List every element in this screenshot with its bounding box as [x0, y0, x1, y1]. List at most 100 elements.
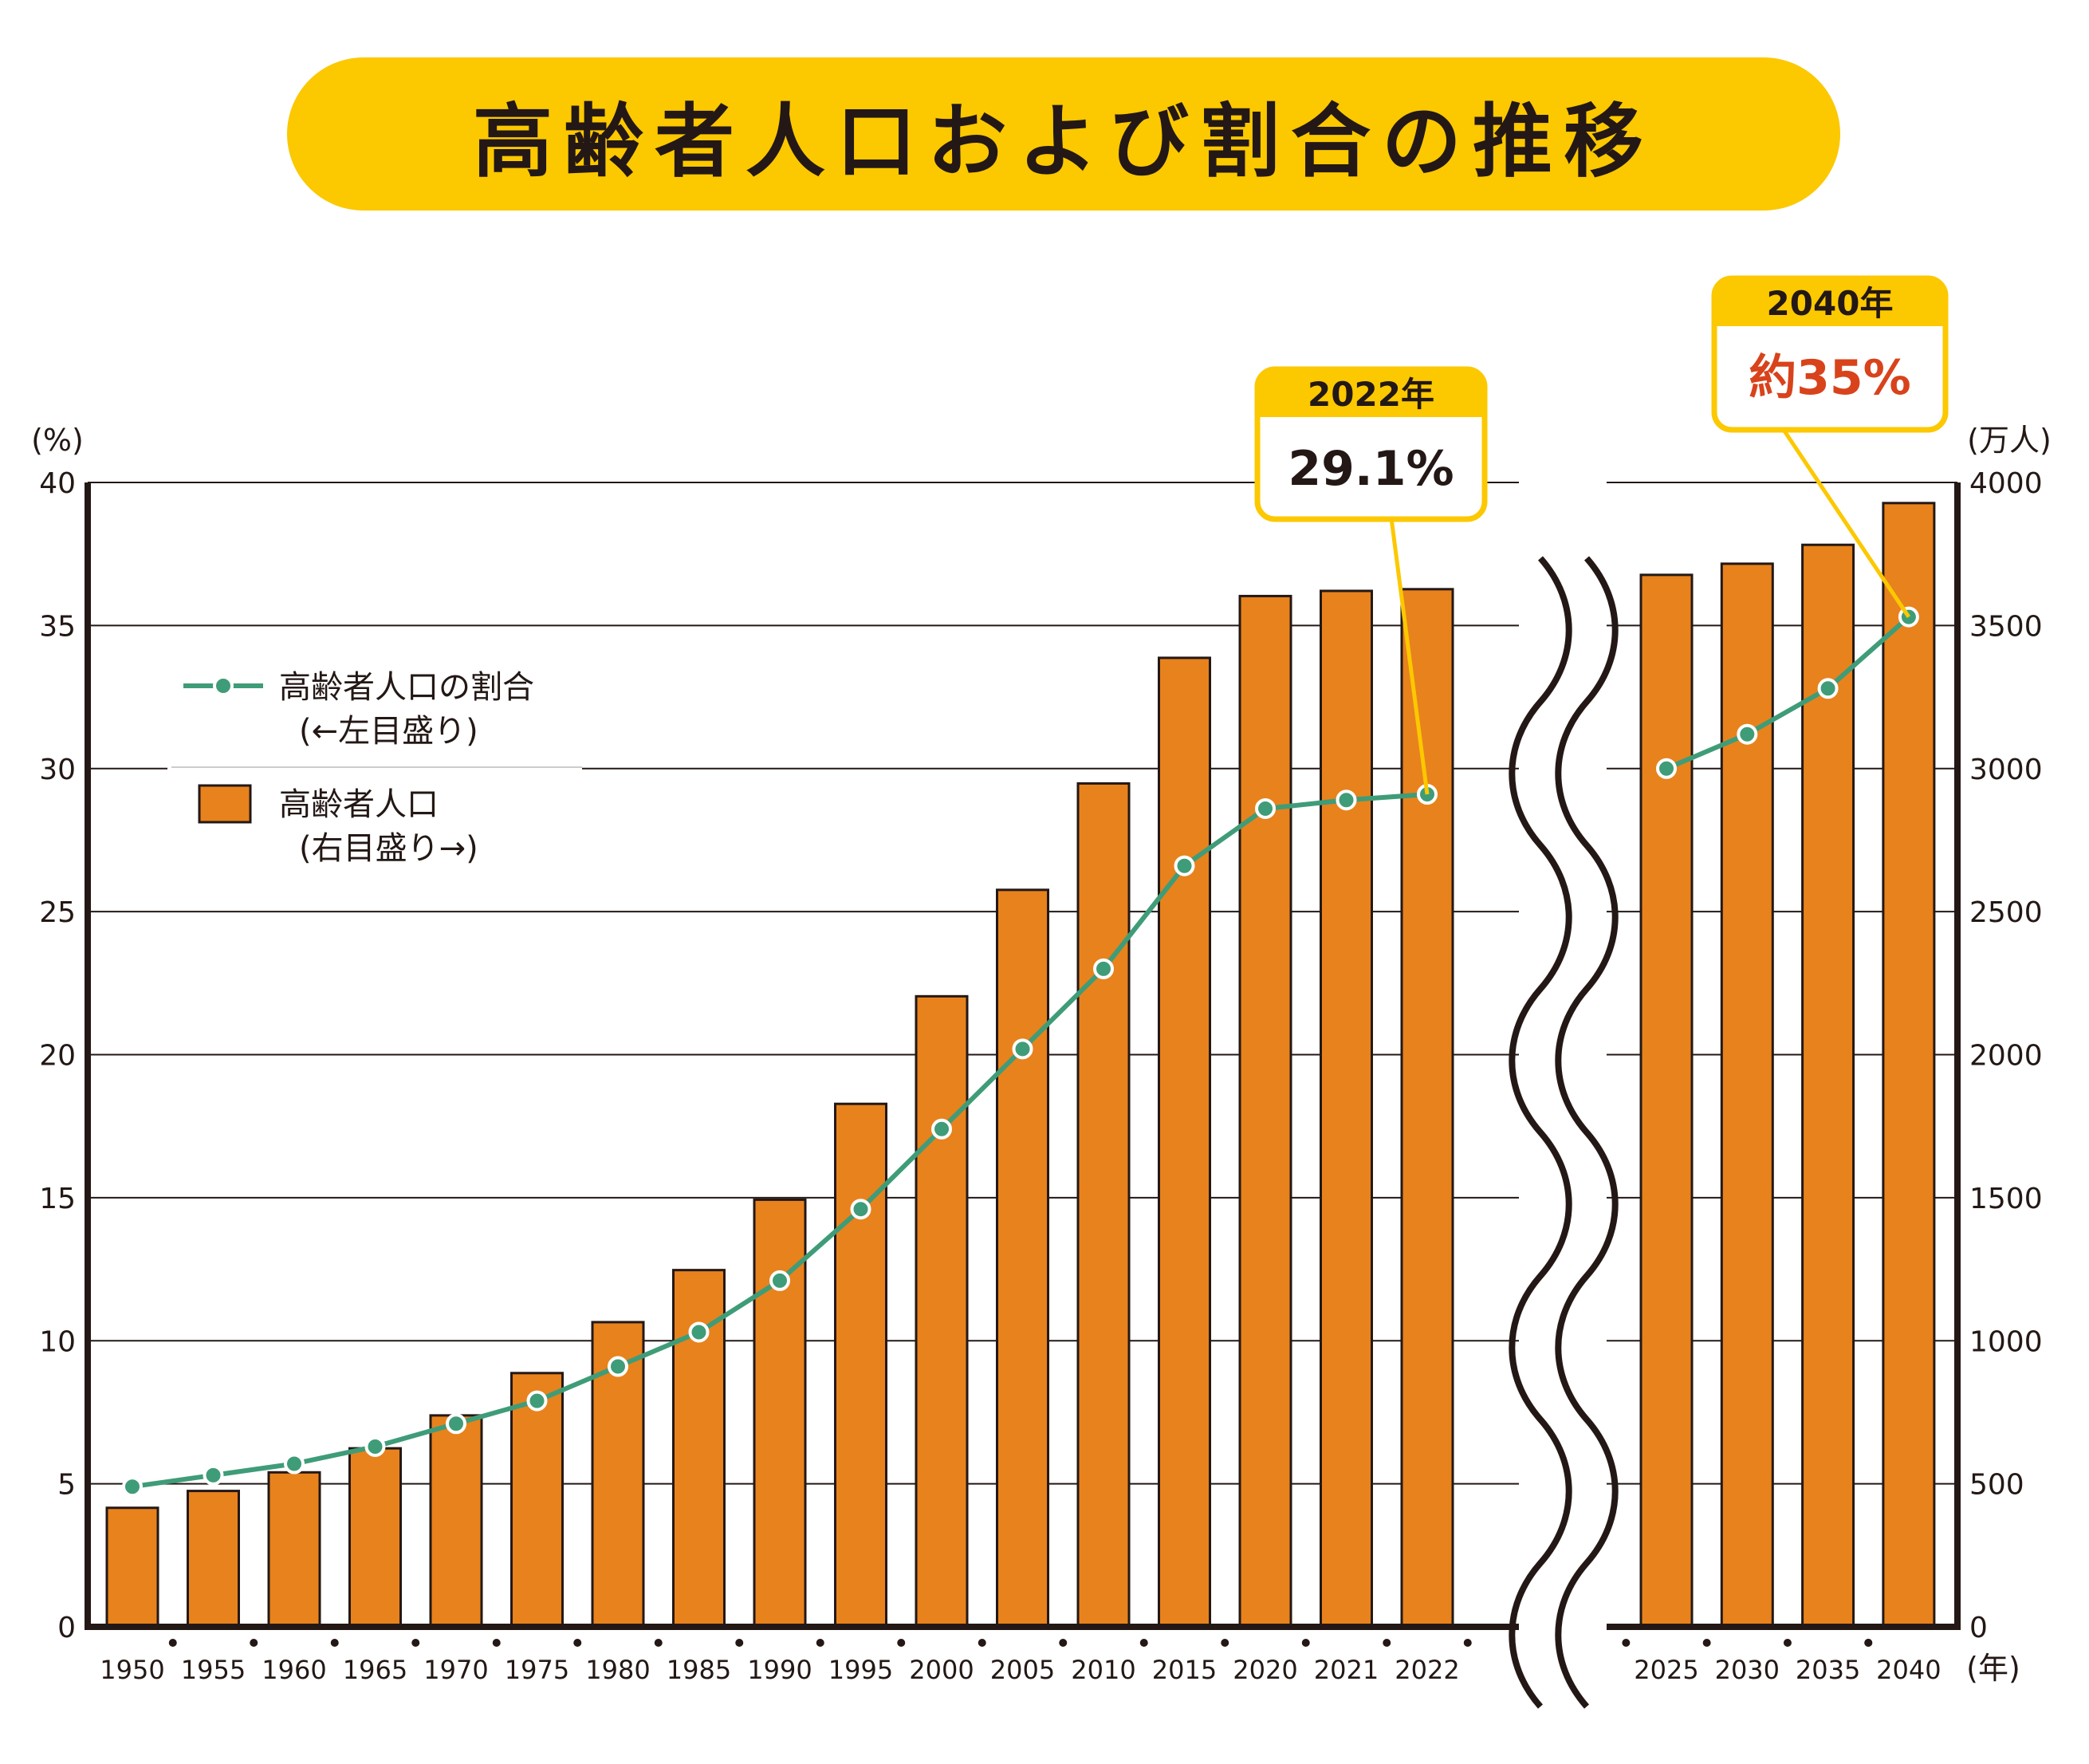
x-tick-dot [330, 1639, 339, 1647]
right-tick-label: 2000 [1969, 1040, 2043, 1073]
x-tick-dot [1301, 1639, 1310, 1647]
x-tick-label: 1995 [828, 1655, 893, 1685]
bar-2022 [1400, 588, 1454, 1628]
ratio-point-1980 [608, 1356, 628, 1377]
x-tick-label: 2010 [1071, 1655, 1135, 1685]
callout-year-1: 2022年 [1308, 375, 1434, 414]
right-tick-label: 2500 [1969, 896, 2043, 929]
ratio-point-2005 [1012, 1038, 1033, 1060]
bar-2025 [1639, 573, 1694, 1628]
left-tick-label: 35 [39, 610, 76, 643]
ratio-point-2025 [1656, 758, 1677, 779]
bar-2010 [1076, 782, 1131, 1628]
x-tick-dot [573, 1639, 582, 1647]
x-tick-dot [897, 1639, 906, 1647]
right-tick-label: 1500 [1969, 1183, 2043, 1215]
ratio-point-2035 [1817, 678, 1839, 699]
x-tick-dot [1139, 1639, 1148, 1647]
legend-bar-swatch [198, 784, 252, 824]
x-tick-label: 1980 [585, 1655, 650, 1685]
chart-title: 高齢者人口および割合の推移 [473, 94, 1654, 188]
bar-2005 [996, 888, 1049, 1628]
x-tick-label: 2022 [1395, 1655, 1459, 1685]
bar-1970 [429, 1414, 483, 1628]
callout-leader-2 [1781, 428, 1910, 619]
bar-2040 [1882, 502, 1936, 1628]
x-tick-label: 1970 [423, 1655, 488, 1685]
x-tick-dot [1059, 1639, 1068, 1647]
left-tick-label: 20 [39, 1040, 76, 1073]
ratio-point-2030 [1737, 723, 1758, 745]
x-tick-label: 2030 [1715, 1655, 1780, 1685]
bar-1950 [105, 1506, 159, 1628]
left-tick-label: 40 [39, 467, 76, 500]
title-banner: 高齢者人口および割合の推移 [287, 57, 1840, 211]
bar-1955 [187, 1490, 240, 1628]
bar-1975 [510, 1372, 564, 1628]
ratio-point-1960 [284, 1453, 305, 1475]
break-wave-left [1509, 556, 1572, 1709]
ratio-point-2020 [1255, 797, 1276, 819]
callout-header-2 [1714, 278, 1945, 326]
callout-header-1 [1257, 369, 1485, 417]
ratio-line [122, 606, 1919, 1498]
ratio-point-1965 [364, 1435, 386, 1457]
x-tick-dot [735, 1639, 744, 1647]
axes [85, 482, 1961, 1647]
left-tick-label: 5 [57, 1469, 76, 1502]
x-tick-label: 2005 [990, 1655, 1055, 1685]
x-tick-dot [1783, 1639, 1792, 1647]
bar-1990 [753, 1198, 807, 1628]
legend-label-ratio: 高齢者人口の割合 [279, 669, 534, 706]
x-tick-label: 1975 [505, 1655, 569, 1685]
x-tick-label: 1990 [747, 1655, 812, 1685]
x-tick-label: 2035 [1796, 1655, 1860, 1685]
bar-2021 [1320, 589, 1373, 1628]
left-tick-label: 0 [57, 1612, 76, 1644]
ratio-point-1990 [769, 1270, 790, 1291]
x-tick-label: 1985 [667, 1655, 731, 1685]
x-tick-label: 2015 [1152, 1655, 1217, 1685]
x-tick-dot [411, 1639, 420, 1647]
bar-2035 [1801, 543, 1855, 1628]
x-tick-label: 2020 [1233, 1655, 1297, 1685]
x-tick-dot [1864, 1639, 1873, 1647]
x-tick-label: 2000 [909, 1655, 974, 1685]
callout-year-2: 2040年 [1767, 284, 1894, 323]
ratio-point-1970 [446, 1413, 466, 1435]
bar-2020 [1238, 594, 1292, 1628]
ratio-point-2000 [931, 1118, 952, 1140]
x-tick-dot [1702, 1639, 1711, 1647]
x-tick-dot [168, 1639, 177, 1647]
right-tick-label: 4000 [1969, 467, 2043, 500]
bar-1965 [348, 1447, 402, 1628]
callout-leader-1 [1389, 518, 1430, 795]
right-axis-unit: (万人) [1967, 423, 2052, 458]
x-tick-label: 1960 [262, 1655, 326, 1685]
bar-2000 [915, 994, 969, 1628]
x-tick-label: 2021 [1314, 1655, 1379, 1685]
legend-sub-ratio: (←左目盛り) [299, 713, 478, 750]
ratio-point-1985 [688, 1321, 710, 1343]
axis-break [1509, 478, 1619, 1709]
x-tick-dot [654, 1639, 663, 1647]
x-tick-label: 2040 [1876, 1655, 1941, 1685]
x-tick-label: 1965 [343, 1655, 407, 1685]
x-tick-dot [816, 1639, 824, 1647]
ratio-point-1975 [526, 1390, 548, 1412]
ratio-line-segment-2 [1665, 615, 1910, 771]
legend-label-population: 高齢者人口 [279, 786, 439, 823]
ratio-point-2015 [1174, 855, 1195, 876]
axis-labels: 0510152025303540050010001500200025003000… [31, 423, 2052, 1686]
x-tick-dot [250, 1639, 258, 1647]
x-tick-label: 1955 [181, 1655, 246, 1685]
x-tick-dot [1463, 1639, 1472, 1647]
ratio-point-1955 [203, 1464, 224, 1486]
legend: 高齢者人口の割合 (←左目盛り) 高齢者人口 (右目盛り→) [167, 646, 582, 877]
x-tick-label: 1950 [100, 1655, 164, 1685]
left-tick-label: 10 [39, 1325, 76, 1358]
callout-value-2: 約35% [1749, 350, 1911, 406]
x-tick-label: 2025 [1634, 1655, 1698, 1685]
